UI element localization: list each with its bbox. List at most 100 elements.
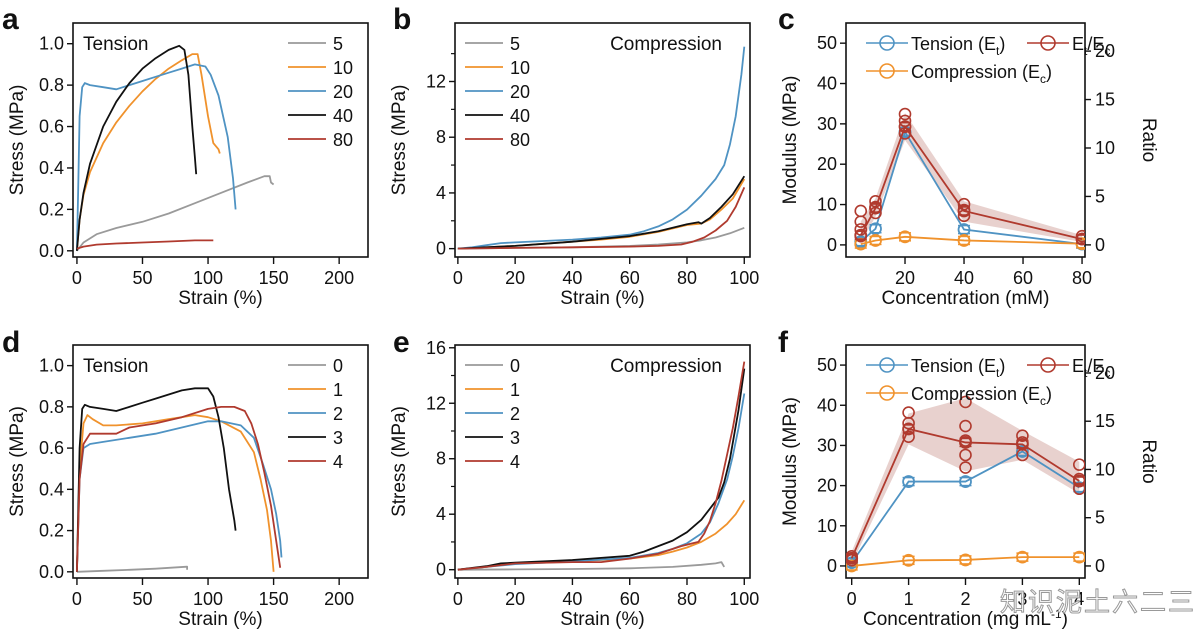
y-tick-label: 20 — [817, 476, 837, 496]
legend-item: 0 — [465, 356, 520, 376]
panel-letter: d — [2, 326, 20, 359]
x-tick-label: 0 — [72, 268, 82, 288]
annotation-label: Compression — [610, 356, 722, 377]
x-tick-label: 4 — [1074, 589, 1084, 609]
y-tick-label: 4 — [436, 504, 446, 524]
replicate-point — [898, 127, 912, 140]
x-tick-label: 200 — [324, 589, 354, 609]
data-point — [902, 475, 915, 488]
y-tick-label: 1.0 — [39, 34, 64, 54]
legend-item: Tension (Et) — [866, 356, 1005, 380]
y-tick-label: 0 — [827, 556, 837, 576]
legend-item: Et/Ec — [1027, 356, 1110, 380]
annotation-label: Tension — [83, 34, 149, 55]
legend-label: 4 — [510, 452, 520, 472]
x-tick-label: 150 — [259, 268, 289, 288]
legend-item: 3 — [288, 428, 343, 448]
legend: 5 10 20 40 80 — [465, 34, 530, 150]
legend-label: Compression (Ec) — [911, 384, 1052, 408]
legend-item: Compression (Ec) — [866, 62, 1052, 86]
y-tick-label: 30 — [817, 435, 837, 455]
legend-label: 0 — [333, 356, 343, 376]
y-tick-label: 20 — [817, 154, 837, 174]
plot-area — [76, 387, 283, 573]
y-tick-label: 4 — [436, 183, 446, 203]
y-tick-label: 40 — [817, 395, 837, 415]
replicate-point — [1073, 482, 1085, 496]
series-line-40 — [76, 44, 198, 251]
panel-letter: f — [778, 326, 789, 359]
y2-tick-label: 20 — [1095, 363, 1115, 383]
replicate-point — [854, 229, 868, 243]
y-tick-label: 10 — [817, 195, 837, 215]
series-line-2 — [457, 393, 746, 571]
data-point — [869, 234, 882, 247]
replicate-point — [902, 416, 915, 430]
replicate-point — [898, 107, 912, 121]
legend-label: Tension (Et) — [911, 356, 1005, 380]
legend-label: 40 — [510, 106, 530, 126]
x-tick-label: 200 — [324, 268, 354, 288]
x-axis-title: Strain (%) — [560, 609, 644, 630]
panel-letter: b — [393, 3, 411, 36]
y-tick-label: 0.2 — [39, 521, 64, 541]
x-tick-label: 20 — [895, 268, 915, 288]
data-point — [898, 230, 912, 244]
x-tick-label: 60 — [620, 589, 640, 609]
legend-item: 3 — [465, 428, 520, 448]
legend-label: 80 — [333, 130, 353, 150]
replicate-point — [846, 549, 858, 563]
legend-item: 40 — [465, 106, 530, 126]
y-tick-label: 0.4 — [39, 479, 64, 499]
x-tick-label: 100 — [193, 589, 223, 609]
y-tick-label: 1.0 — [39, 356, 64, 376]
replicate-point — [1075, 232, 1085, 246]
data-point — [957, 234, 971, 247]
x-axis-title: Strain (%) — [178, 288, 262, 309]
plot-frame — [72, 22, 369, 258]
replicate-point — [957, 203, 971, 217]
legend-item: 80 — [288, 130, 353, 150]
legend-item: Compression (Ec) — [866, 384, 1052, 408]
legend-item: 2 — [288, 404, 343, 424]
y-tick-label: 50 — [817, 355, 837, 375]
legend-swatch-marker — [879, 35, 895, 51]
legend-item: 20 — [288, 82, 353, 102]
y-tick-label: 0.4 — [39, 158, 64, 178]
y-tick-label: 0.8 — [39, 397, 64, 417]
series-line-2 — [76, 420, 283, 572]
legend-label: 1 — [510, 380, 520, 400]
series-line-compression-ec- — [851, 556, 1080, 567]
panel-b: b 0 4 8 12 0 20 40 60 80 100 Strain (%) Stress (MPa)… — [389, 3, 759, 309]
legend-item: 10 — [288, 58, 353, 78]
replicate-point — [854, 215, 868, 228]
y2-tick-label: 5 — [1095, 508, 1105, 528]
series-line-1 — [76, 414, 275, 572]
x-tick-label: 0 — [847, 589, 857, 609]
replicate-point — [957, 209, 971, 223]
data-point — [846, 559, 859, 573]
plot-area — [854, 107, 1085, 251]
legend-item: 0 — [288, 356, 343, 376]
y-axis-title: Stress (MPa) — [389, 406, 410, 517]
y-tick-label: 0 — [827, 235, 837, 255]
y2-tick-label: 15 — [1095, 411, 1115, 431]
data-point — [959, 553, 972, 567]
legend-label: 5 — [333, 34, 343, 54]
y-axis-title: Stress (MPa) — [7, 406, 28, 517]
replicate-point — [854, 204, 868, 218]
legend-item: Et/Ec — [1027, 34, 1110, 58]
series-line-40 — [457, 175, 746, 250]
replicate-point — [959, 448, 972, 462]
legend-item: 20 — [465, 82, 530, 102]
y2-tick-label: 15 — [1095, 90, 1115, 110]
y-tick-label: 30 — [817, 114, 837, 134]
panel-letter: e — [393, 326, 410, 359]
legend-label: 20 — [333, 82, 353, 102]
legend-label: 0 — [510, 356, 520, 376]
x-tick-label: 0 — [72, 589, 82, 609]
annotation-label: Tension — [83, 356, 149, 377]
y-tick-label: 0.0 — [39, 241, 64, 261]
